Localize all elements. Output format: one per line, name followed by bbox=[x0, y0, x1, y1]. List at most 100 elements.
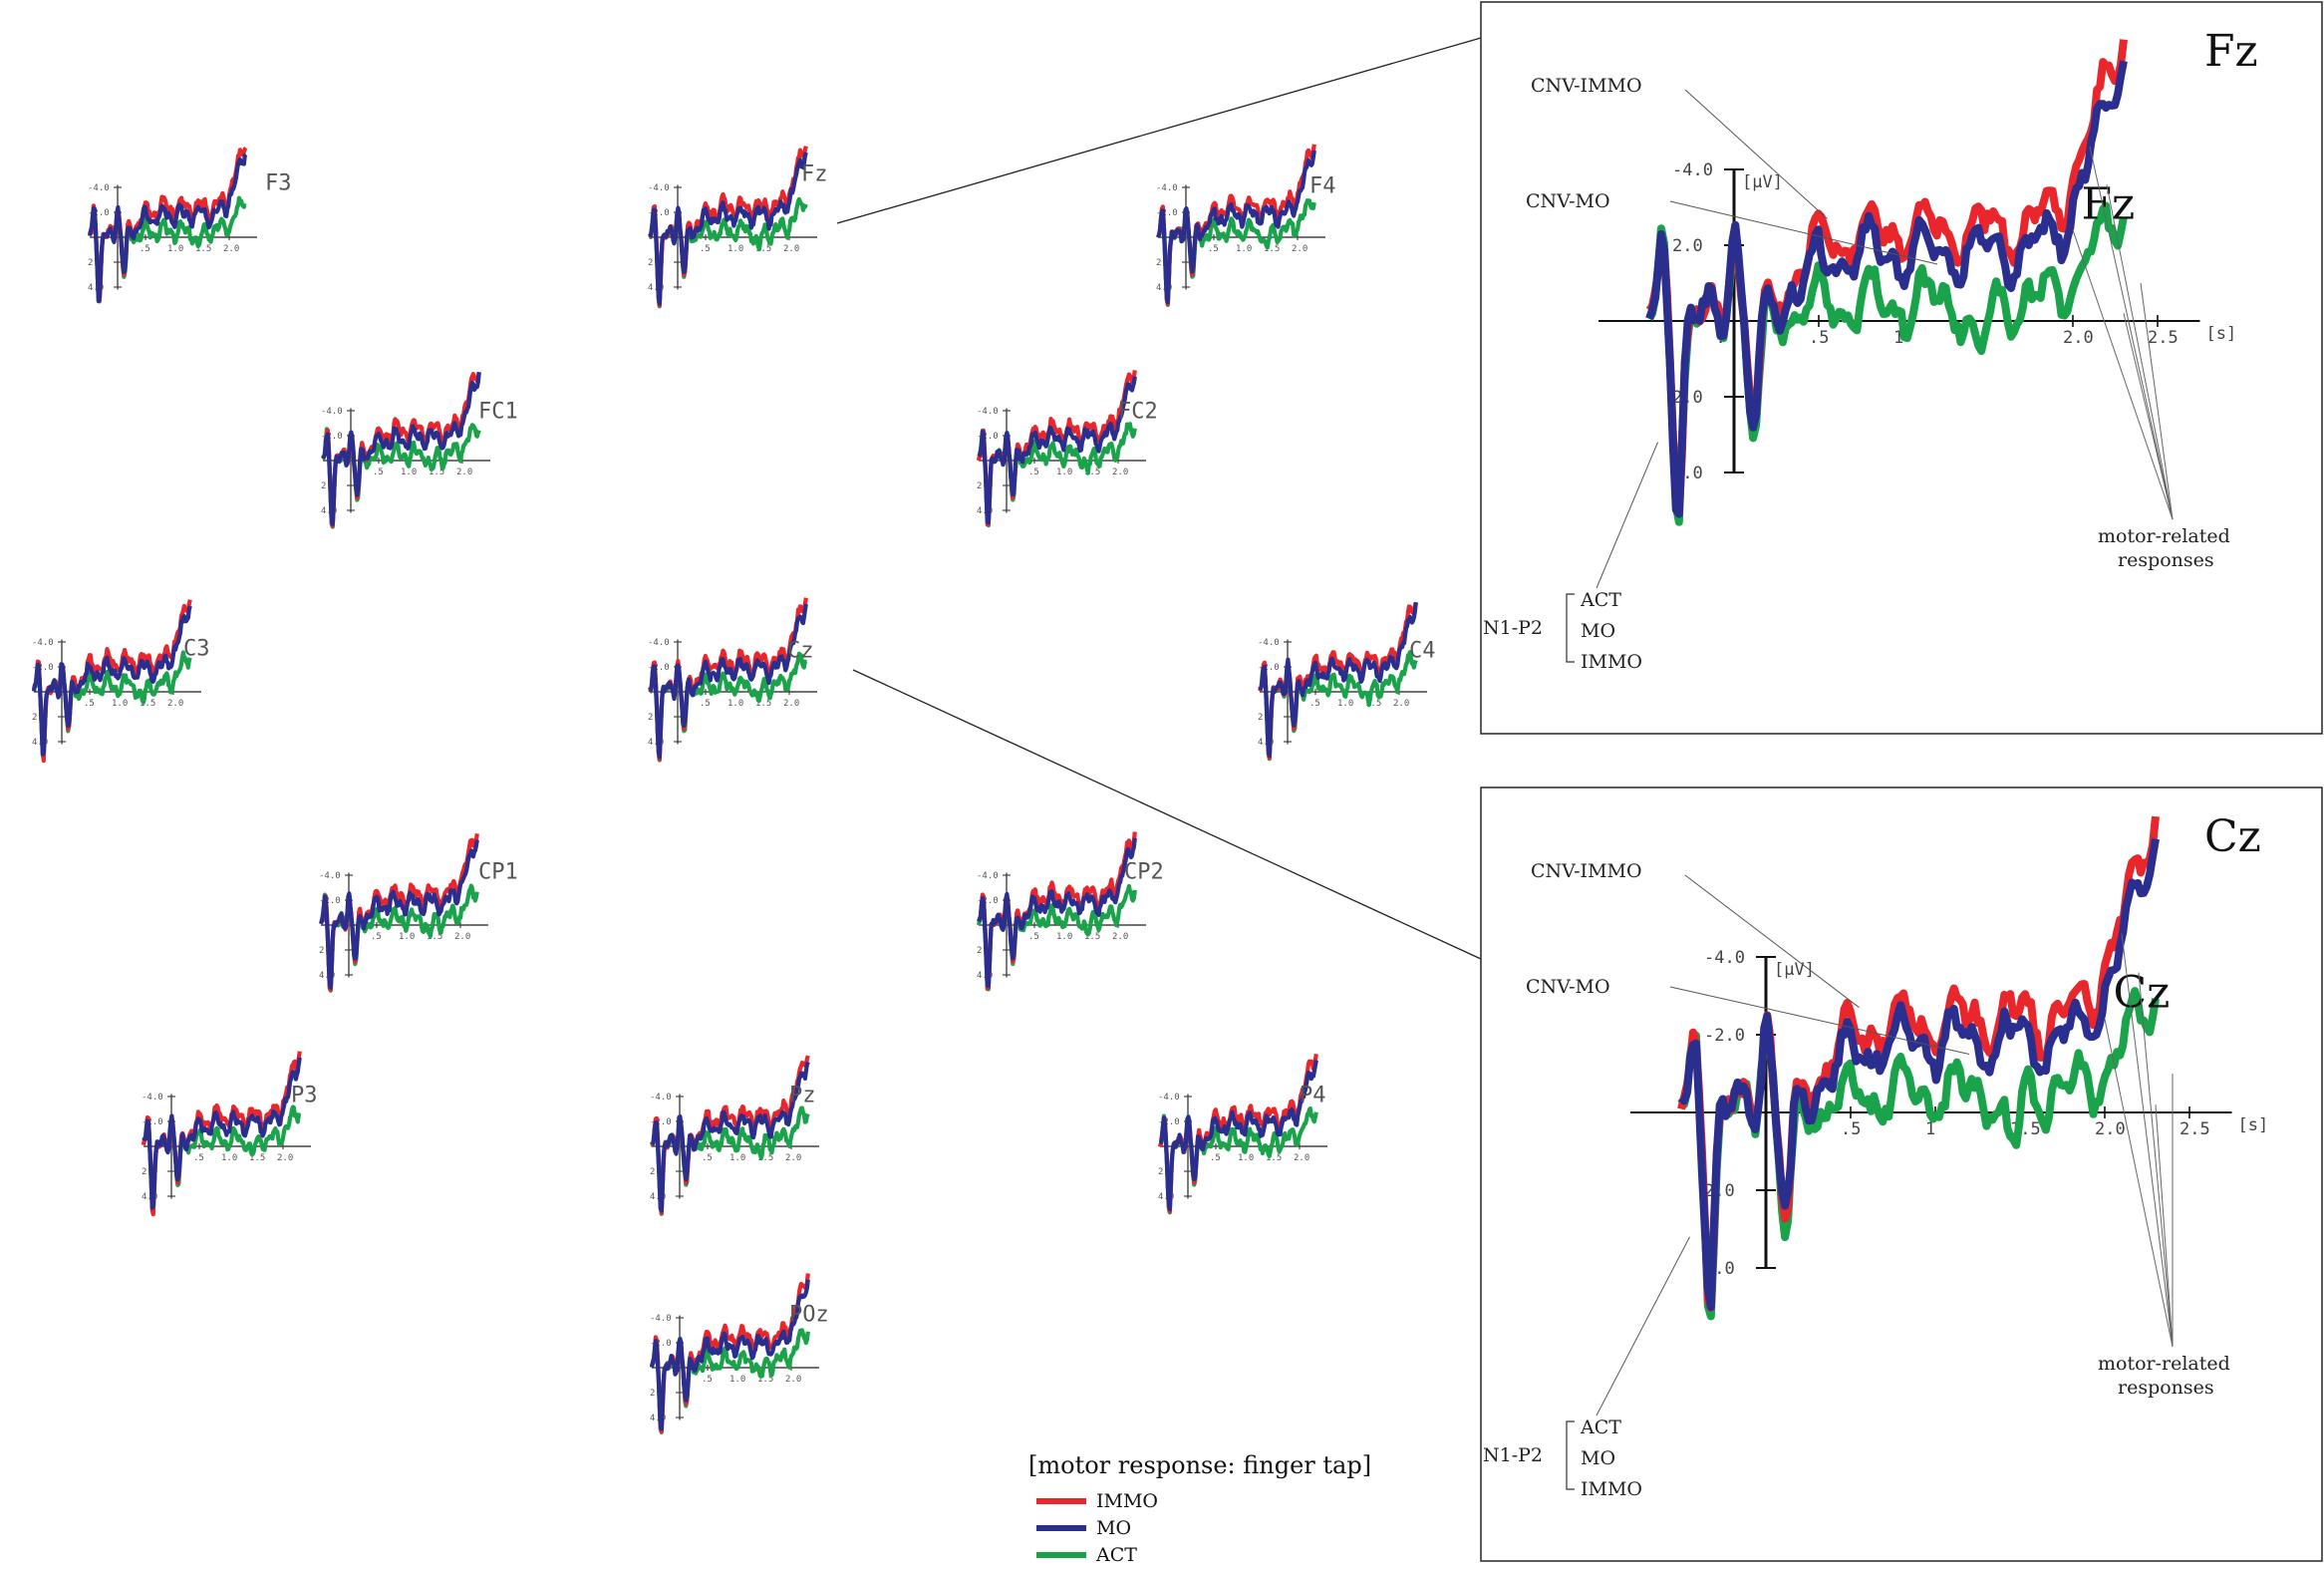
electrode-label: F4 bbox=[1309, 174, 1336, 199]
x-tick-label: .5 bbox=[373, 468, 384, 477]
legend-title: [motor response: finger tap] bbox=[1028, 1451, 1371, 1479]
x-tick-label: 1.5 bbox=[757, 1375, 773, 1385]
series-mo bbox=[648, 152, 808, 306]
annotation-leader bbox=[1596, 1236, 1690, 1416]
series-mo bbox=[318, 839, 479, 990]
x-unit: [s] bbox=[2206, 324, 2237, 344]
x-tick-label: .5 bbox=[1210, 1153, 1221, 1163]
y-tick-label: -4.0 bbox=[1156, 183, 1178, 193]
annotation-n1p2: N1-P2 bbox=[1483, 617, 1543, 639]
annotation-n1p2-act: ACT bbox=[1580, 1416, 1621, 1438]
electrode-plot-fz: -4.0-2.02.04.0.5 1.0 1.5 2.0Fz bbox=[648, 146, 828, 309]
y-tick-label: 4.0 bbox=[977, 506, 993, 516]
y-tick-label: -4.0 bbox=[321, 407, 343, 417]
annotation-leader bbox=[2106, 184, 2174, 520]
zoom-title: Cz bbox=[2204, 811, 2261, 862]
electrode-plots: -4.0 -2.0 2.0 4.0 .5 1.0 1.5 2.0 F3 -4.0 -2.0 2.0 4.… bbox=[31, 144, 1436, 1434]
series-mo bbox=[1678, 837, 2160, 1312]
y-tick-label: -2.0 bbox=[88, 208, 110, 218]
x-tick-label: 2.0 bbox=[783, 699, 799, 709]
y-tick-label: 4.0 bbox=[321, 506, 337, 516]
x-tick-label: .5 bbox=[700, 699, 711, 709]
series-mo bbox=[649, 1279, 810, 1431]
series-mo bbox=[31, 605, 192, 758]
y-tick-label: -4.0 bbox=[32, 638, 54, 648]
y-tick-label: -2.0 bbox=[648, 663, 670, 673]
y-tick-label: -4.0 bbox=[650, 1093, 672, 1102]
x-tick-label: 1.5 bbox=[1266, 1153, 1282, 1163]
x-tick-label: 2.0 bbox=[783, 244, 799, 254]
x-tick-label: 1.0 bbox=[1337, 699, 1353, 709]
electrode-plot-f3: -4.0-2.02.04.0.5 1.0 1.5 2.0F3 bbox=[87, 146, 292, 304]
x-tick-label: 1.0 bbox=[729, 1375, 745, 1385]
x-tick-label: 1.5 bbox=[1365, 699, 1381, 709]
legend: [motor response: finger tap] IMMO MO ACT bbox=[1028, 1451, 1371, 1566]
y-tick-label: 4.0 bbox=[650, 1414, 666, 1423]
x-tick-label: .5 bbox=[1028, 468, 1039, 477]
x-tick-label: .5 bbox=[1208, 244, 1219, 254]
series-mo bbox=[1258, 601, 1418, 759]
annotation-motor-1: motor-related bbox=[2098, 1353, 2230, 1375]
connector-fz bbox=[836, 37, 1482, 224]
annotation-cnv-mo: CNV-MO bbox=[1526, 190, 1610, 212]
series-mo bbox=[87, 153, 248, 304]
legend-label-act: ACT bbox=[1095, 1544, 1137, 1566]
x-tick-label: 2.0 bbox=[1294, 1153, 1309, 1163]
electrode-label: Pz bbox=[789, 1084, 816, 1108]
x-tick-label: 1.0 bbox=[727, 699, 743, 709]
legend-label-immo: IMMO bbox=[1096, 1490, 1158, 1512]
annotation-motor-1: motor-related bbox=[2098, 525, 2230, 547]
legend-label-mo: MO bbox=[1096, 1517, 1131, 1539]
x-tick-label: 2.5 bbox=[2179, 1119, 2210, 1139]
zoom-title: Fz bbox=[2204, 26, 2258, 77]
electrode-label: FC2 bbox=[1118, 400, 1158, 425]
y-tick-label: -2.0 bbox=[1258, 663, 1280, 673]
x-tick-label: 2.0 bbox=[1112, 932, 1128, 942]
y-tick-label: -2.0 bbox=[1156, 208, 1178, 218]
x-tick-label: 2.0 bbox=[277, 1153, 293, 1163]
x-tick-label: 1.0 bbox=[1238, 1153, 1254, 1163]
electrode-label: CP1 bbox=[478, 860, 518, 885]
annotation-leader bbox=[2104, 1019, 2174, 1348]
electrode-label: P3 bbox=[291, 1084, 318, 1108]
x-tick-label: 2.0 bbox=[1292, 244, 1307, 254]
x-tick-label: .5 bbox=[702, 1375, 713, 1385]
y-tick-label: 4.0 bbox=[977, 971, 993, 981]
x-tick-label: 1.5 bbox=[140, 699, 155, 709]
electrode-plot-f4: -4.0-2.02.04.0.5 1.0 1.5 2.0F4 bbox=[1156, 144, 1336, 307]
y-tick-label: -4.0 bbox=[1672, 160, 1713, 180]
x-tick-label: .5 bbox=[371, 932, 382, 942]
x-tick-label: 1.5 bbox=[195, 244, 211, 254]
electrode-plot-pz: -4.0-2.02.04.0.5 1.0 1.5 2.0Pz bbox=[649, 1055, 819, 1216]
y-tick-label: 4.0 bbox=[1258, 738, 1274, 748]
x-tick-label: 1.0 bbox=[1056, 932, 1072, 942]
annotation-cnv-immo: CNV-IMMO bbox=[1531, 75, 1642, 97]
y-tick-label: -4.0 bbox=[88, 183, 110, 193]
electrode-plot-p3: -4.0-2.02.04.0.5 1.0 1.5 2.0P3 bbox=[141, 1051, 318, 1217]
x-tick-label: 1.0 bbox=[727, 244, 743, 254]
x-tick-label: 2.0 bbox=[454, 932, 470, 942]
zoom-frame bbox=[1480, 786, 2323, 1562]
annotation-leader bbox=[2155, 1104, 2174, 1348]
electrode-label: FC1 bbox=[478, 400, 518, 425]
y-tick-label: -2.0 bbox=[32, 663, 54, 673]
annotation-leader bbox=[2138, 972, 2174, 1348]
x-tick-label: 1.0 bbox=[401, 468, 417, 477]
electrode-label: CP2 bbox=[1124, 860, 1164, 885]
electrode-label: C4 bbox=[1409, 639, 1436, 664]
n1p2-bracket bbox=[1566, 1420, 1575, 1490]
electrode-plot-c3: -4.0-2.02.04.0.5 1.0 1.5 2.0C3 bbox=[31, 599, 210, 764]
n1p2-bracket bbox=[1566, 593, 1575, 663]
x-tick-label: 1.0 bbox=[112, 699, 128, 709]
annotation-leader bbox=[1684, 874, 1860, 1009]
y-tick-label: -4.0 bbox=[1158, 1093, 1180, 1102]
annotation-n1p2-immo: IMMO bbox=[1581, 651, 1642, 673]
y-tick-label: 4.0 bbox=[648, 283, 664, 293]
electrode-plot-c4: -4.0-2.02.04.0.5 1.0 1.5 2.0C4 bbox=[1258, 601, 1436, 762]
electrode-label: Cz bbox=[787, 639, 814, 664]
series-mo bbox=[977, 837, 1137, 989]
y-unit: [µV] bbox=[1774, 960, 1815, 980]
x-unit: [s] bbox=[2238, 1115, 2269, 1135]
